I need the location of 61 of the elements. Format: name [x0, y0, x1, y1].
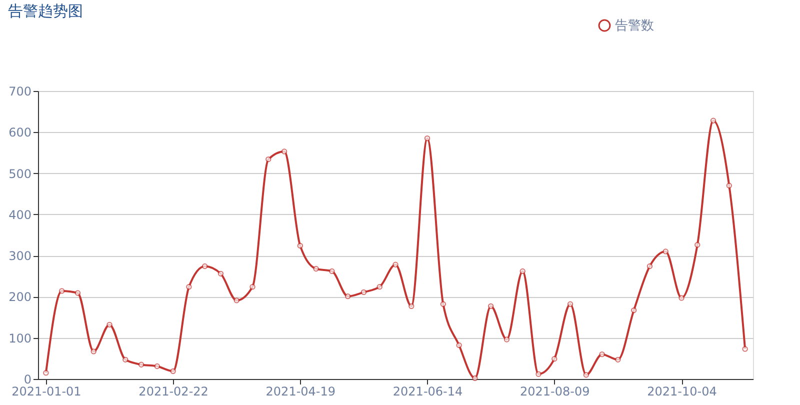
chart-title: 告警趋势图 — [8, 2, 84, 20]
point — [536, 371, 542, 377]
point — [218, 270, 224, 277]
point — [488, 303, 494, 310]
point — [329, 268, 335, 274]
point — [599, 351, 605, 358]
point — [424, 135, 430, 142]
point — [520, 268, 526, 274]
point — [297, 242, 304, 249]
point — [678, 295, 684, 301]
y-tick-label: 200 — [8, 290, 32, 304]
x-tick-label: 2021-08-09 — [520, 384, 590, 398]
y-tick-label: 400 — [8, 208, 32, 222]
point — [186, 284, 192, 290]
point — [138, 362, 144, 368]
point — [170, 368, 176, 374]
point — [472, 375, 478, 382]
y-tick-label: 300 — [8, 249, 32, 264]
point — [106, 322, 112, 328]
y-tick-label: 700 — [8, 84, 32, 98]
point — [266, 156, 272, 162]
point — [376, 284, 382, 290]
point — [646, 263, 653, 270]
x-tick-label: 2021-06-14 — [392, 384, 463, 398]
point — [567, 301, 574, 307]
point — [154, 363, 160, 370]
y-tick-label: 100 — [8, 331, 32, 346]
x-tick-label: 2021-04-19 — [266, 384, 336, 398]
point — [43, 370, 49, 376]
point — [202, 263, 208, 270]
point — [360, 289, 367, 296]
point — [630, 307, 637, 314]
x-tick-label: 2021-02-22 — [138, 384, 208, 398]
y-tick-label: 0 — [24, 372, 32, 386]
point — [234, 298, 240, 304]
point — [250, 284, 256, 290]
point — [281, 148, 288, 154]
point — [74, 290, 81, 296]
y-tick-label: 600 — [8, 126, 32, 140]
point — [615, 356, 621, 363]
y-tick-label: 500 — [8, 166, 32, 181]
point — [408, 303, 414, 310]
point — [440, 301, 446, 307]
x-tick-label: 2021-10-04 — [647, 384, 717, 398]
point — [583, 372, 590, 378]
point — [504, 336, 510, 342]
point — [742, 346, 748, 352]
point — [726, 182, 732, 188]
x-tick-label: 2021-01-01 — [12, 384, 82, 398]
point — [344, 293, 351, 300]
point — [58, 288, 65, 294]
point — [90, 348, 96, 354]
point — [456, 342, 462, 348]
point — [662, 248, 668, 254]
point — [122, 356, 128, 363]
point — [710, 118, 716, 124]
legend-label: 告警数 — [615, 18, 654, 34]
point — [313, 266, 319, 272]
point — [552, 356, 558, 362]
point — [392, 262, 398, 268]
point — [694, 242, 700, 248]
